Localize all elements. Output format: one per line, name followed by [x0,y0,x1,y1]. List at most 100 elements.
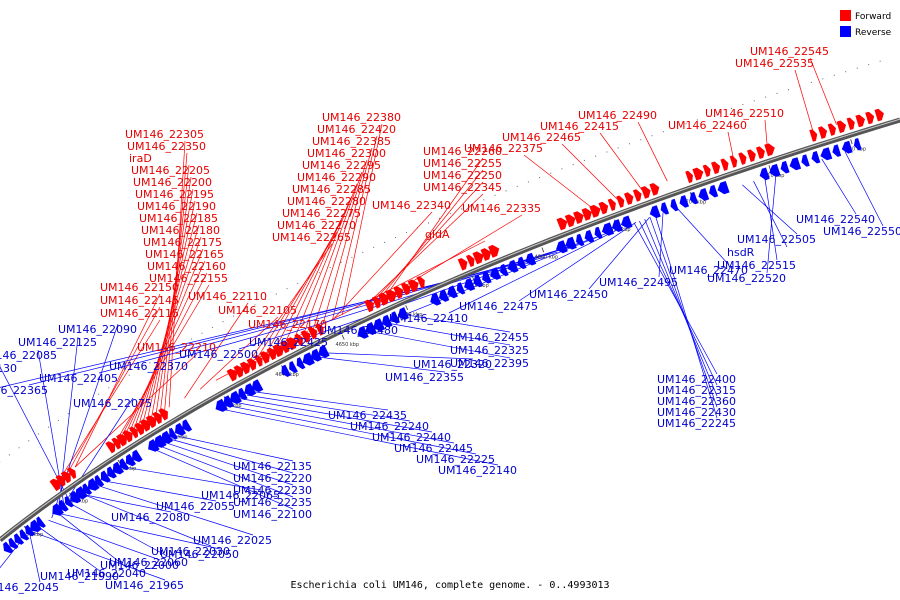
gene-arrow [692,168,703,181]
gene-arrow [764,143,775,156]
gene-label: UM146_22495 [599,276,678,289]
gene-arrow [685,171,693,183]
gene-arrow [730,156,738,168]
gene-arrow [556,240,568,253]
gene-arrow [801,154,809,166]
gene-label: UM146_22130 [0,362,17,375]
gene-arrow [589,205,600,218]
gene-arrow [573,211,584,224]
tick-mark [542,248,544,253]
gene-label: UM146_22475 [459,300,538,313]
gene-label: gldA [425,228,450,241]
gene-label: UM146_22480 [319,324,398,337]
gene-arrow [508,260,519,273]
gene-label: UM146_22080 [111,511,190,524]
gene-label: UM146_22455 [450,331,529,344]
gene-label: UM146_22355 [385,371,464,384]
gene-label: UM146_22320 [413,358,492,371]
gene-label: UM146_22075 [73,397,152,410]
gene-arrow [809,129,817,141]
gene-arrow [466,255,475,267]
label-leader [634,223,717,374]
label-leader [765,177,777,260]
gene-label: UM146_22345 [423,181,502,194]
tick-label: 4680 kbp [535,255,559,261]
gene-arrow [447,285,458,298]
label-leader [39,527,100,571]
gene-label: UM146_22335 [462,202,541,215]
reverse-gene-labels: UM146_22540UM146_22550UM146_22505hsdRUM1… [0,213,900,600]
gene-label: UM146_22405 [39,372,118,385]
label-leader [639,221,717,385]
gene-arrow [781,161,790,174]
gene-arrow [671,199,679,211]
gene-arrow [650,205,661,218]
gene-arrow [518,257,527,270]
gene-arrow [832,144,841,157]
gene-arrow [865,112,874,125]
label-leader [728,132,733,158]
gene-arrow [720,159,728,171]
label-leader [176,436,293,461]
gene-arrow [855,115,865,128]
gene-label: UM146_21965 [105,579,184,592]
gene-arrow [747,149,756,162]
legend-forward-label: Forward [855,12,891,22]
gene-label: UM146_22115 [100,307,179,320]
gene-arrow [820,147,832,160]
label-leader [765,120,767,147]
genome-map: Forward Reverse 4590 kbp4600 kbp4610 kbp… [0,0,900,600]
gene-arrow [490,267,501,280]
gene-label: UM146_22370 [109,360,188,373]
gene-label: UM146_22145 [100,294,179,307]
gene-label: UM146_22410 [389,312,468,325]
gene-arrow [875,109,884,122]
gene-label: UM146_22090 [58,323,137,336]
label-leader [645,219,717,396]
gene-arrow [847,118,855,131]
label-leader [105,481,216,501]
label-leader [795,70,813,132]
gene-arrow [557,218,568,231]
label-leader [49,520,160,560]
gene-arrow [649,183,659,196]
gene-arrow [565,214,576,227]
label-leader [30,534,40,582]
gene-arrow [818,126,827,139]
gene-label: UM146_22105 [218,304,297,317]
label-leader [253,392,388,410]
gene-label: UM146_22125 [18,336,97,349]
gene-arrow [457,282,466,294]
gene-arrow [828,123,836,135]
label-leader [524,155,593,208]
gene-arrow [711,162,720,175]
gene-arrow [633,189,642,202]
label-leader [677,208,729,265]
gene-arrow [661,202,669,214]
gene-label: UM146_22110 [188,290,267,303]
legend: Forward Reverse [840,10,892,38]
gene-label: UM146_22450 [529,288,608,301]
gene-arrow [837,121,847,134]
gene-label: UM146_22365 [0,384,48,397]
gene-arrow [624,192,633,205]
label-leader [822,159,856,214]
gene-arrow [482,271,492,284]
gene-label: UM146_22325 [450,344,529,357]
gene-label: UM146_22140 [438,464,517,477]
gene-arrow [608,199,616,211]
gene-label: UM146_22340 [372,199,451,212]
tick-mark [851,139,852,144]
gene-label: UM146_22500 [179,348,258,361]
gene-arrow [703,165,711,177]
gene-label: UM146_22505 [737,233,816,246]
label-leader [638,122,667,181]
gene-arrow [738,152,746,165]
gene-arrow [812,151,821,164]
gene-arrow [616,196,624,208]
gene-arrow [582,208,592,221]
gene-label: UM146_22535 [735,57,814,70]
tick-label: 4650 kbp [336,342,360,348]
gene-arrow [458,258,468,271]
legend-reverse-swatch [840,26,851,37]
